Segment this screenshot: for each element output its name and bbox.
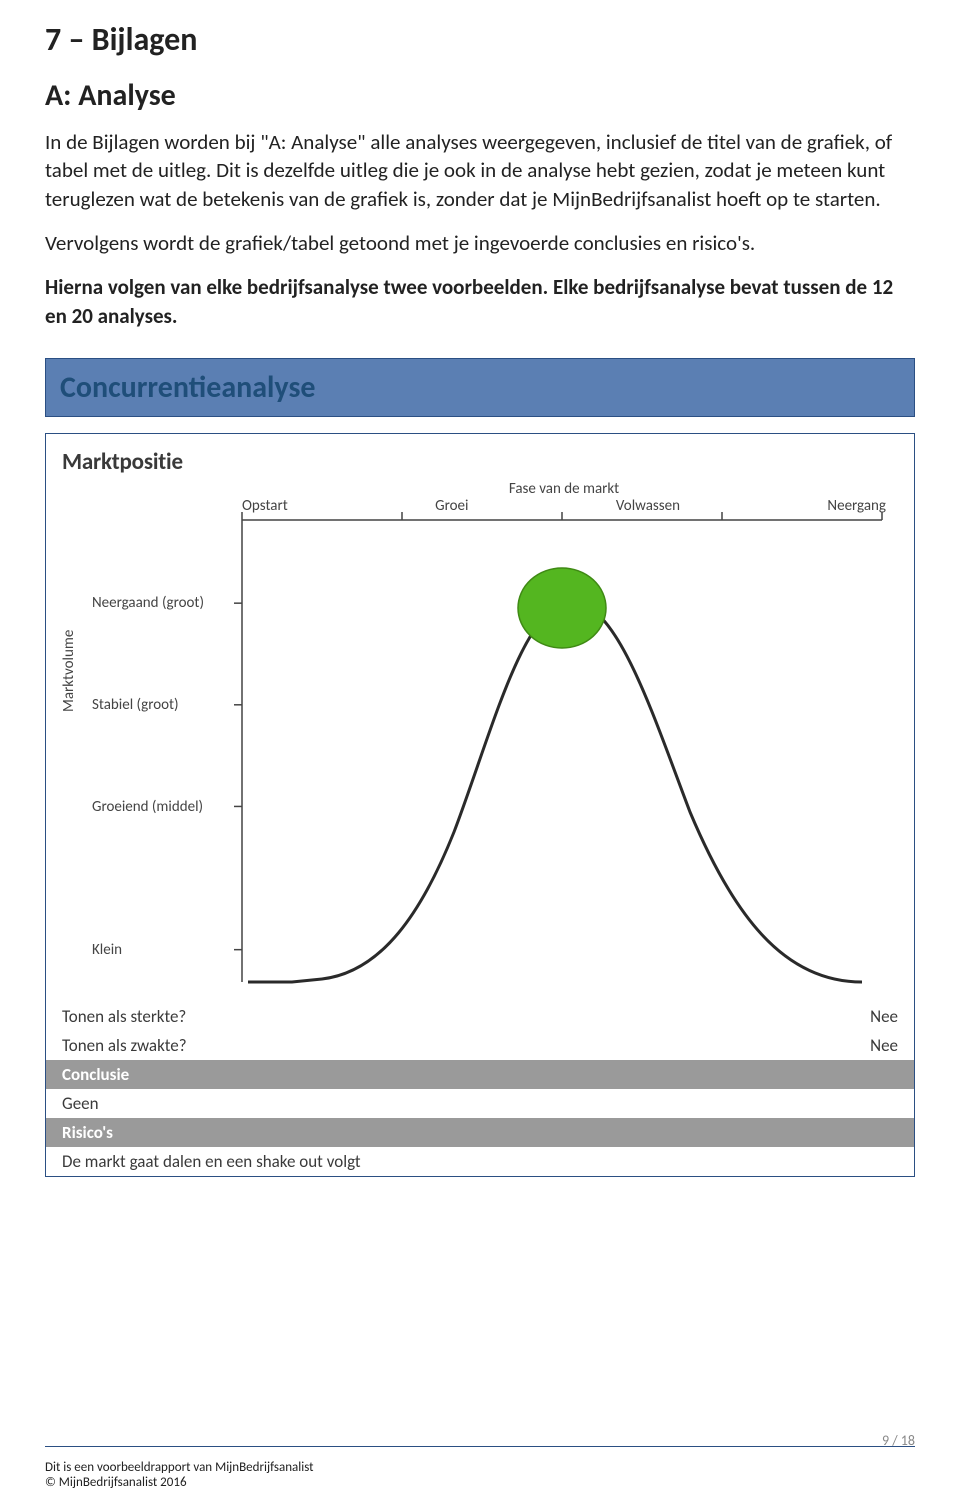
x-tick-0: Opstart [242,497,288,515]
footer-line-2: © MijnBedrijfsanalist 2016 [45,1475,314,1491]
intro-paragraph-1: In de Bijlagen worden bij "A: Analyse" a… [45,128,915,213]
y-tick-0: Neergaand (groot) [92,594,232,612]
x-tick-3: Neergang [827,497,886,515]
chart-container: Marktpositie Fase van de markt Opstart G… [45,433,915,1177]
chart-svg [62,482,892,1002]
y-tick-2: Groeiend (middel) [92,798,232,816]
row-question: Tonen als zwakte? [62,1035,187,1056]
sub-heading: A: Analyse [45,77,915,114]
analysis-banner: Concurrentieanalyse [45,358,915,417]
section-heading: 7 – Bijlagen [45,20,915,59]
intro-paragraph-3: Hierna volgen van elke bedrijfsanalyse t… [45,273,915,330]
intro-paragraph-2: Vervolgens wordt de grafiek/tabel getoon… [45,229,915,257]
x-axis-super-label: Fase van de markt [242,480,886,498]
table-row: Tonen als sterkte? Nee [46,1002,914,1031]
row-answer: Nee [870,1006,898,1027]
row-question: Tonen als sterkte? [62,1006,186,1027]
table-row: Tonen als zwakte? Nee [46,1031,914,1060]
footer-rule [45,1446,915,1447]
x-tick-2: Volwassen [616,497,680,515]
conclusie-value: Geen [46,1089,914,1118]
risico-header: Risico's [46,1118,914,1147]
chart-title: Marktpositie [62,448,898,476]
x-tick-1: Groei [435,497,468,515]
y-tick-3: Klein [92,941,232,959]
risico-value: De markt gaat dalen en een shake out vol… [46,1147,914,1176]
info-table: Tonen als sterkte? Nee Tonen als zwakte?… [46,1002,914,1176]
y-tick-1: Stabiel (groot) [92,696,232,714]
x-tick-row: Opstart Groei Volwassen Neergang [242,497,886,515]
y-axis-label: Marktvolume [60,630,78,712]
conclusie-header: Conclusie [46,1060,914,1089]
page-number: 9 / 18 [882,1432,915,1449]
footer-line-1: Dit is een voorbeeldrapport van MijnBedr… [45,1460,314,1476]
analysis-banner-title: Concurrentieanalyse [60,369,900,406]
row-answer: Nee [870,1035,898,1056]
chart-plot: Fase van de markt Opstart Groei Volwasse… [62,482,898,1002]
footer: Dit is een voorbeeldrapport van MijnBedr… [45,1460,314,1491]
